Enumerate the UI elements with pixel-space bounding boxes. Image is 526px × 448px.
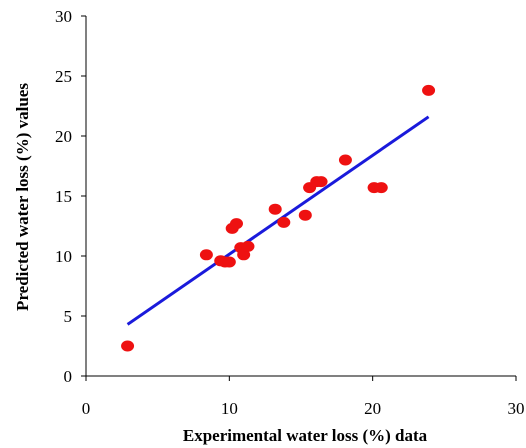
- tick-labels: 0 5 10 15 20 25 30 0 10 20 30: [55, 7, 525, 418]
- data-point: [241, 240, 255, 252]
- data-point: [121, 340, 135, 352]
- data-point: [237, 249, 251, 261]
- x-tick-label: 0: [82, 399, 91, 418]
- y-tick-label: 10: [55, 247, 72, 266]
- data-point: [222, 256, 236, 268]
- x-axis-title: Experimental water loss (%) data: [183, 426, 428, 445]
- x-tick-label: 20: [364, 399, 381, 418]
- axes: [81, 15, 517, 381]
- data-point: [230, 218, 243, 230]
- data-point: [199, 249, 213, 261]
- x-tick-label: 30: [508, 399, 525, 418]
- y-tick-label: 15: [55, 187, 72, 206]
- data-point: [298, 209, 312, 221]
- data-point: [268, 203, 282, 215]
- y-tick-label: 30: [55, 7, 72, 26]
- data-point: [422, 84, 436, 96]
- data-point: [374, 182, 388, 194]
- data-point: [277, 216, 291, 228]
- data-point: [314, 176, 328, 188]
- y-tick-label: 20: [55, 127, 72, 146]
- data-points: [121, 84, 436, 352]
- y-tick-label: 0: [64, 367, 73, 386]
- x-tick-label: 10: [221, 399, 238, 418]
- y-tick-label: 25: [55, 67, 72, 86]
- y-tick-label: 5: [64, 307, 73, 326]
- data-point: [338, 154, 352, 166]
- y-axis-title: Predicted water loss (%) values: [13, 83, 32, 311]
